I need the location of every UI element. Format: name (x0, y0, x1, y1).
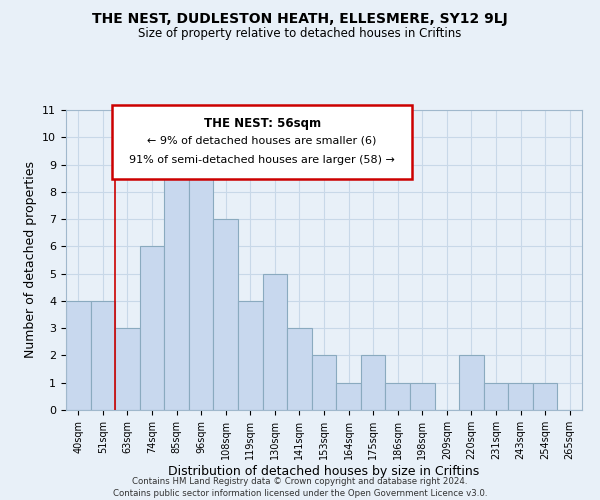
Bar (238, 301, 263, 410)
Bar (91, 301, 115, 410)
Text: ← 9% of detached houses are smaller (6): ← 9% of detached houses are smaller (6) (148, 136, 377, 145)
Bar (459, 356, 484, 410)
Y-axis label: Number of detached properties: Number of detached properties (24, 162, 37, 358)
Text: Contains HM Land Registry data © Crown copyright and database right 2024.: Contains HM Land Registry data © Crown c… (132, 478, 468, 486)
Bar (484, 382, 508, 410)
Bar (164, 164, 189, 410)
FancyBboxPatch shape (112, 106, 412, 179)
Text: Size of property relative to detached houses in Criftins: Size of property relative to detached ho… (139, 28, 461, 40)
X-axis label: Distribution of detached houses by size in Criftins: Distribution of detached houses by size … (169, 464, 479, 477)
Bar (189, 164, 214, 410)
Bar (214, 219, 238, 410)
Bar (140, 246, 164, 410)
Bar (312, 356, 336, 410)
Bar (361, 356, 385, 410)
Bar (533, 382, 557, 410)
Text: 91% of semi-detached houses are larger (58) →: 91% of semi-detached houses are larger (… (129, 155, 395, 165)
Text: THE NEST: 56sqm: THE NEST: 56sqm (203, 118, 320, 130)
Bar (385, 382, 410, 410)
Bar (263, 274, 287, 410)
Bar (66, 301, 91, 410)
Bar (336, 382, 361, 410)
Text: THE NEST, DUDLESTON HEATH, ELLESMERE, SY12 9LJ: THE NEST, DUDLESTON HEATH, ELLESMERE, SY… (92, 12, 508, 26)
Bar (508, 382, 533, 410)
Text: Contains public sector information licensed under the Open Government Licence v3: Contains public sector information licen… (113, 489, 487, 498)
Bar (287, 328, 312, 410)
Bar (115, 328, 140, 410)
Bar (410, 382, 434, 410)
